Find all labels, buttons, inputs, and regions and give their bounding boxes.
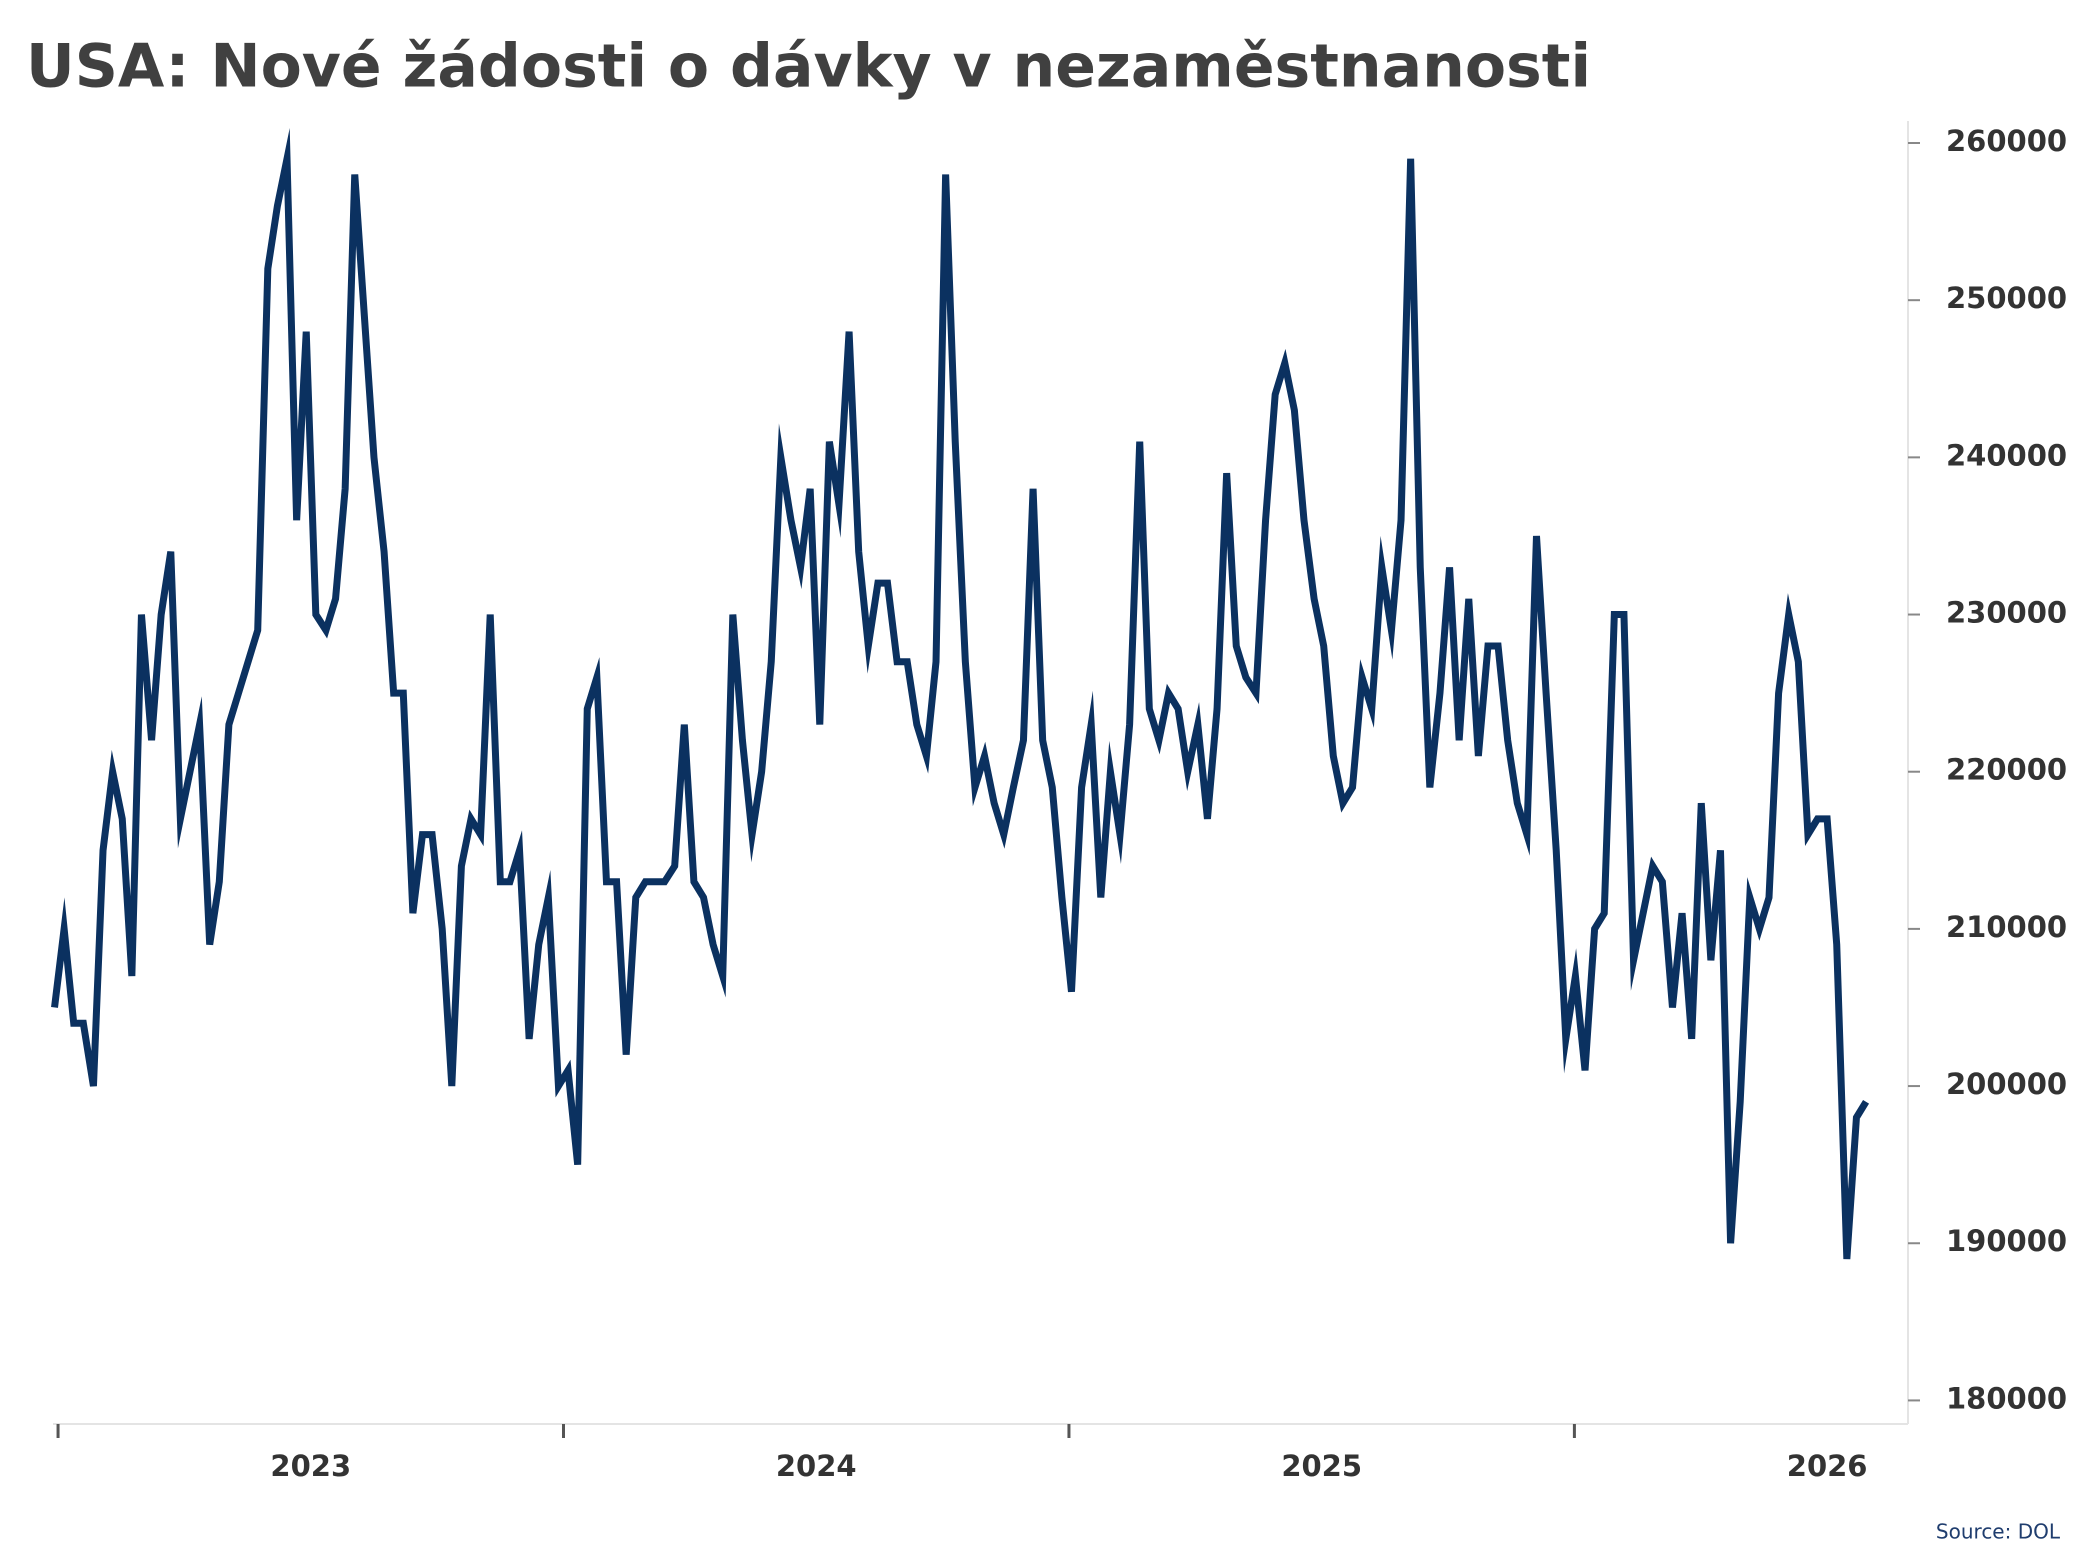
y-tick-label: 190000 — [1946, 1224, 2067, 1258]
y-tick-label: 180000 — [1946, 1381, 2067, 1415]
y-tick-label: 260000 — [1946, 124, 2067, 158]
y-tick-label: 230000 — [1946, 596, 2067, 630]
y-tick-label: 220000 — [1946, 753, 2067, 787]
x-tick-label: 2025 — [1281, 1449, 1362, 1483]
x-tick-label: 2026 — [1787, 1449, 1868, 1483]
source: Source: DOL — [1936, 1520, 2061, 1544]
y-tick-label: 250000 — [1946, 281, 2067, 315]
y-tick-label: 240000 — [1946, 438, 2067, 472]
y-tick-label: 200000 — [1946, 1067, 2067, 1101]
x-tick-label: 2023 — [270, 1449, 351, 1483]
chart-title: USA: Nové žádosti o dávky v nezaměstnano… — [26, 32, 1591, 102]
data-line — [51, 127, 1870, 1260]
y-tick-label: 210000 — [1946, 910, 2067, 944]
x-tick-label: 2024 — [776, 1449, 857, 1483]
